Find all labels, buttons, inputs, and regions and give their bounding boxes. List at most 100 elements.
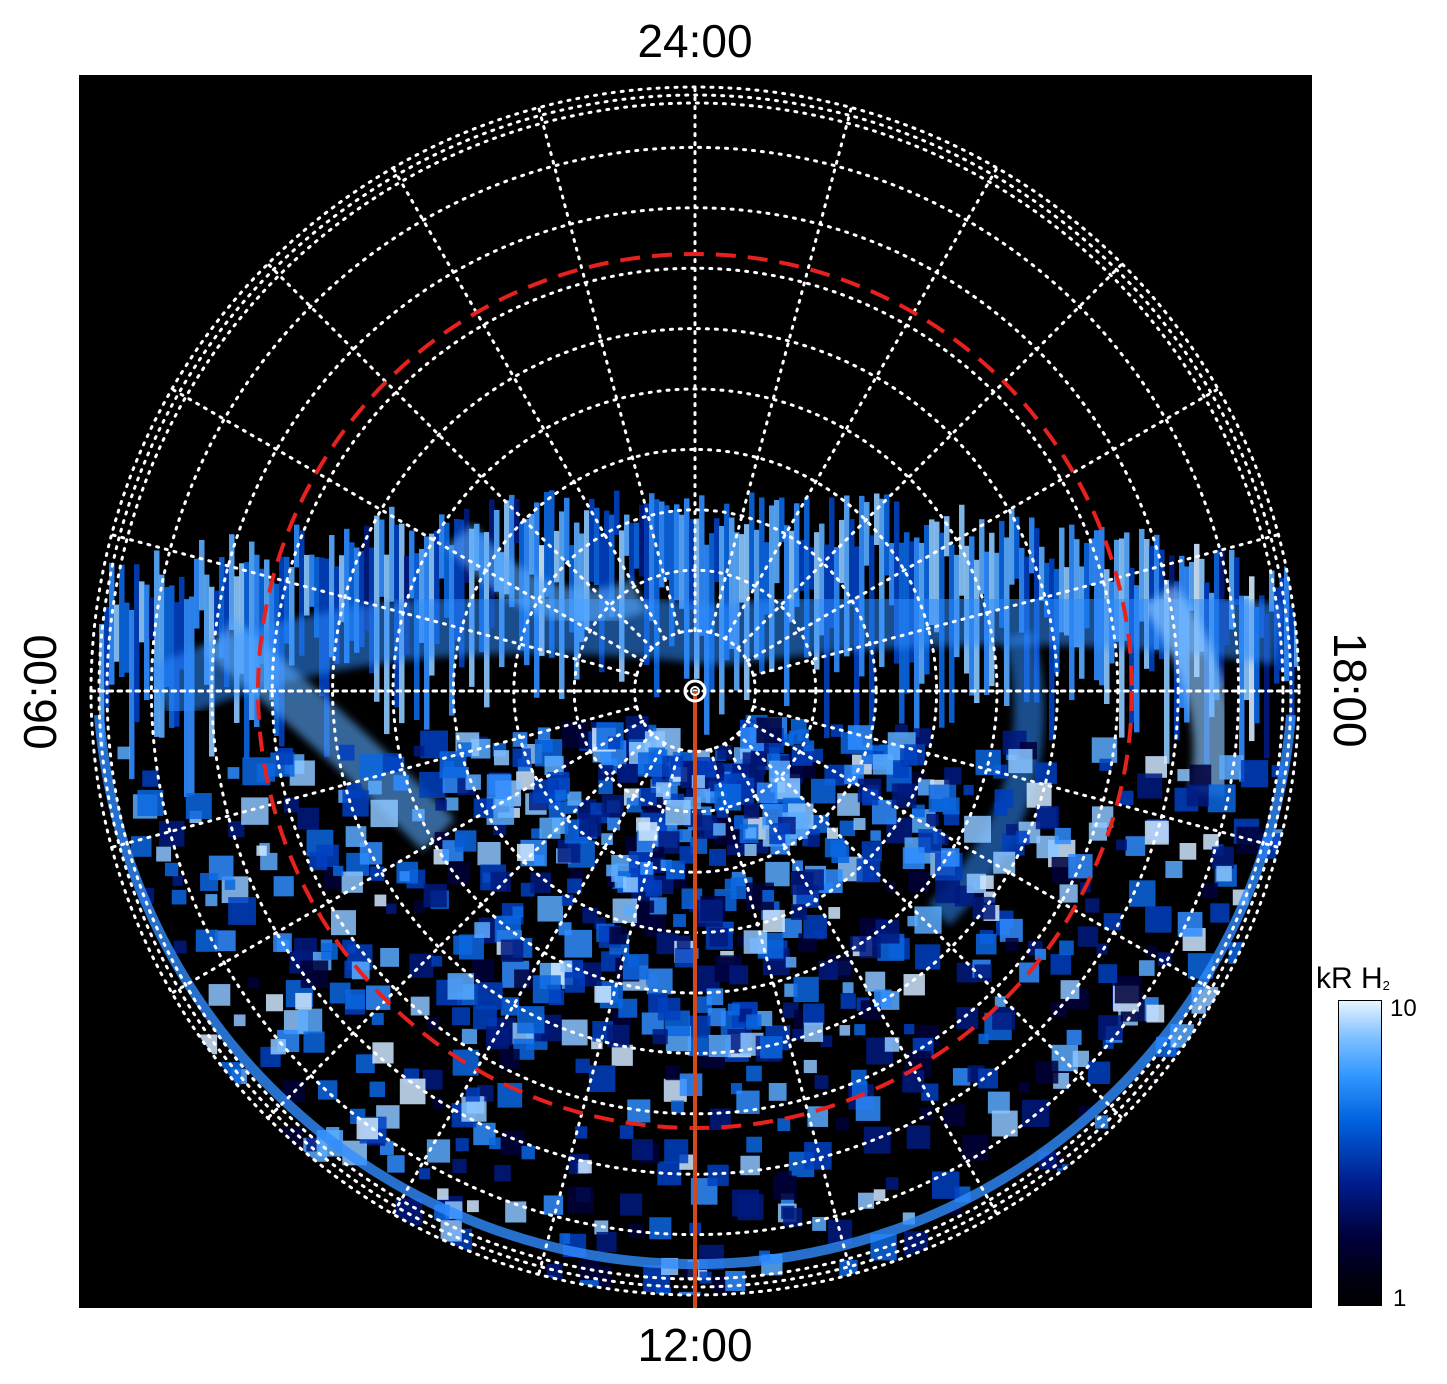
emission-streak (214, 590, 220, 636)
emission-streak (154, 550, 160, 737)
emission-pixel (561, 894, 574, 907)
emission-pixel (1145, 906, 1172, 933)
emission-streak (339, 555, 345, 623)
emission-pixel (662, 755, 684, 777)
emission-pixel (1125, 836, 1146, 856)
emission-pixel (743, 930, 768, 954)
emission-streak (1229, 549, 1235, 630)
emission-pixel (435, 799, 447, 811)
emission-pixel (1085, 898, 1100, 913)
emission-pixel (317, 1080, 338, 1100)
emission-pixel (709, 1108, 732, 1131)
emission-pixel (695, 899, 723, 927)
emission-streak (1269, 570, 1275, 612)
emission-pixel (473, 798, 494, 819)
emission-pixel (276, 748, 294, 765)
emission-pixel (707, 1164, 729, 1187)
emission-streak (239, 563, 245, 674)
emission-pixel (431, 955, 443, 967)
emission-pixel (369, 1081, 386, 1098)
emission-pixel (1102, 1037, 1114, 1049)
emission-streak (1009, 508, 1015, 585)
emission-pixel (999, 918, 1023, 942)
emission-pixel (547, 772, 570, 794)
colorbar-title-sub: 2 (1382, 978, 1390, 993)
emission-pixel (413, 745, 425, 757)
emission-pixel (579, 814, 602, 837)
emission-streak (844, 495, 850, 657)
emission-pixel (370, 799, 398, 828)
emission-pixel (807, 835, 820, 847)
emission-pixel (964, 815, 992, 843)
colorbar (1338, 1000, 1382, 1306)
emission-pixel (607, 1024, 630, 1048)
emission-pixel (840, 993, 856, 1009)
emission-streak (644, 503, 650, 666)
emission-pixel (638, 787, 657, 807)
emission-pixel (673, 914, 686, 927)
emission-pixel (465, 774, 481, 790)
emission-pixel (1077, 926, 1099, 947)
emission-pixel (359, 754, 384, 780)
emission-pixel (374, 894, 387, 907)
emission-pixel (956, 962, 977, 983)
emission-pixel (371, 1012, 384, 1025)
emission-streak (859, 495, 865, 677)
emission-pixel (591, 1037, 603, 1050)
emission-streak (459, 519, 465, 668)
emission-pixel (904, 1023, 915, 1035)
emission-pixel (1096, 943, 1108, 955)
emission-pixel (641, 900, 655, 913)
emission-pixel (1119, 790, 1134, 805)
emission-pixel (1078, 1106, 1091, 1118)
emission-pixel (575, 1126, 588, 1139)
polar-projection-panel (79, 75, 1312, 1308)
emission-streak (584, 510, 590, 630)
emission-pixel (493, 750, 510, 766)
emission-pixel (931, 1171, 960, 1199)
emission-pixel (575, 1058, 590, 1073)
emission-streak (819, 523, 825, 636)
emission-pixel (781, 733, 794, 746)
emission-pixel (872, 754, 894, 775)
emission-streak (164, 587, 170, 688)
emission-pixel (156, 846, 172, 862)
emission-streak (874, 493, 880, 545)
emission-pixel (952, 1068, 971, 1086)
emission-pixel (1157, 952, 1172, 966)
emission-pixel (1116, 839, 1127, 851)
emission-streak (204, 574, 210, 685)
emission-pixel (792, 860, 804, 872)
emission-pixel (1034, 948, 1047, 960)
emission-pixel (1203, 834, 1219, 850)
emission-pixel (943, 1104, 966, 1127)
emission-pixel (1088, 822, 1107, 841)
emission-pixel (530, 872, 551, 893)
emission-pixel (855, 1096, 881, 1121)
emission-streak (994, 552, 1000, 610)
emission-streak (159, 574, 165, 738)
emission-pixel (992, 1006, 1016, 1030)
emission-pixel (601, 833, 613, 845)
emission-pixel (422, 1069, 443, 1090)
emission-streak (959, 504, 965, 596)
emission-streak (444, 522, 450, 618)
emission-pixel (1216, 865, 1232, 882)
emission-pixel (537, 895, 563, 922)
emission-pixel (679, 846, 697, 864)
emission-streak (1089, 538, 1095, 586)
emission-streak (594, 507, 600, 585)
emission-pixel (477, 842, 501, 866)
emission-pixel (705, 791, 718, 804)
emission-pixel (1189, 764, 1212, 787)
emission-pixel (956, 1007, 979, 1029)
emission-pixel (803, 740, 815, 752)
emission-streak (1189, 561, 1195, 611)
emission-pixel (489, 1137, 501, 1150)
emission-pixel (559, 1233, 571, 1244)
emission-pixel (248, 977, 260, 989)
emission-pixel (746, 1136, 763, 1153)
emission-pixel (902, 847, 925, 870)
emission-pixel (626, 797, 642, 813)
emission-pixel (1050, 954, 1072, 975)
